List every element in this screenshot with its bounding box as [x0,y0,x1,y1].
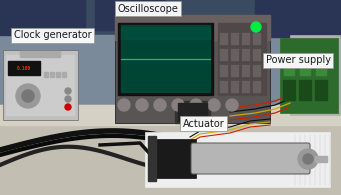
Bar [231,49,239,61]
Bar [220,81,228,93]
Text: 0.100: 0.100 [17,66,31,71]
Circle shape [190,99,202,111]
Bar [44,72,48,77]
Bar [218,23,266,95]
Bar [253,33,261,45]
Circle shape [303,154,313,164]
Bar [20,51,60,57]
Bar [284,67,294,75]
Bar [300,67,310,75]
Circle shape [251,22,261,32]
Circle shape [118,99,130,111]
Bar [0,105,341,195]
Bar [280,38,338,113]
Text: Oscilloscope: Oscilloscope [118,4,179,14]
Bar [242,65,250,77]
Text: Actuator: Actuator [182,119,224,129]
Bar [253,49,261,61]
Text: Clock generator: Clock generator [14,30,91,40]
Circle shape [298,149,318,169]
Bar [0,0,341,40]
Circle shape [16,84,40,108]
Text: Power supply: Power supply [266,55,331,66]
Bar [253,65,261,77]
Bar [121,25,210,92]
Bar [148,136,156,181]
Bar [50,72,54,77]
Bar [231,33,239,45]
Bar [255,0,341,37]
Bar [231,81,239,93]
Bar [315,156,327,162]
Bar [220,65,228,77]
Bar [121,27,210,39]
Circle shape [22,90,34,102]
Circle shape [136,99,148,111]
Bar [0,105,341,125]
Circle shape [226,99,238,111]
Bar [290,35,340,115]
Bar [220,49,228,61]
Bar [220,33,228,45]
FancyBboxPatch shape [191,143,310,174]
Bar [283,80,295,100]
FancyBboxPatch shape [149,139,196,178]
Bar [231,65,239,77]
Circle shape [154,99,166,111]
Bar [8,61,40,75]
Bar [316,67,326,75]
Circle shape [65,96,71,102]
Circle shape [208,99,220,111]
Bar [242,49,250,61]
Bar [242,81,250,93]
Circle shape [172,99,184,111]
Circle shape [65,104,71,110]
FancyBboxPatch shape [145,132,330,187]
Bar [253,81,261,93]
Bar [178,103,207,121]
Bar [118,23,213,95]
Bar [315,80,327,100]
FancyBboxPatch shape [3,50,78,120]
Circle shape [65,88,71,94]
Bar [56,72,60,77]
Bar [0,35,341,115]
Bar [242,33,250,45]
Bar [175,101,210,123]
Bar [62,72,66,77]
Bar [6,55,74,115]
Bar [0,0,85,35]
FancyBboxPatch shape [115,15,270,123]
Bar [299,80,311,100]
Bar [115,15,270,40]
Bar [95,0,165,30]
